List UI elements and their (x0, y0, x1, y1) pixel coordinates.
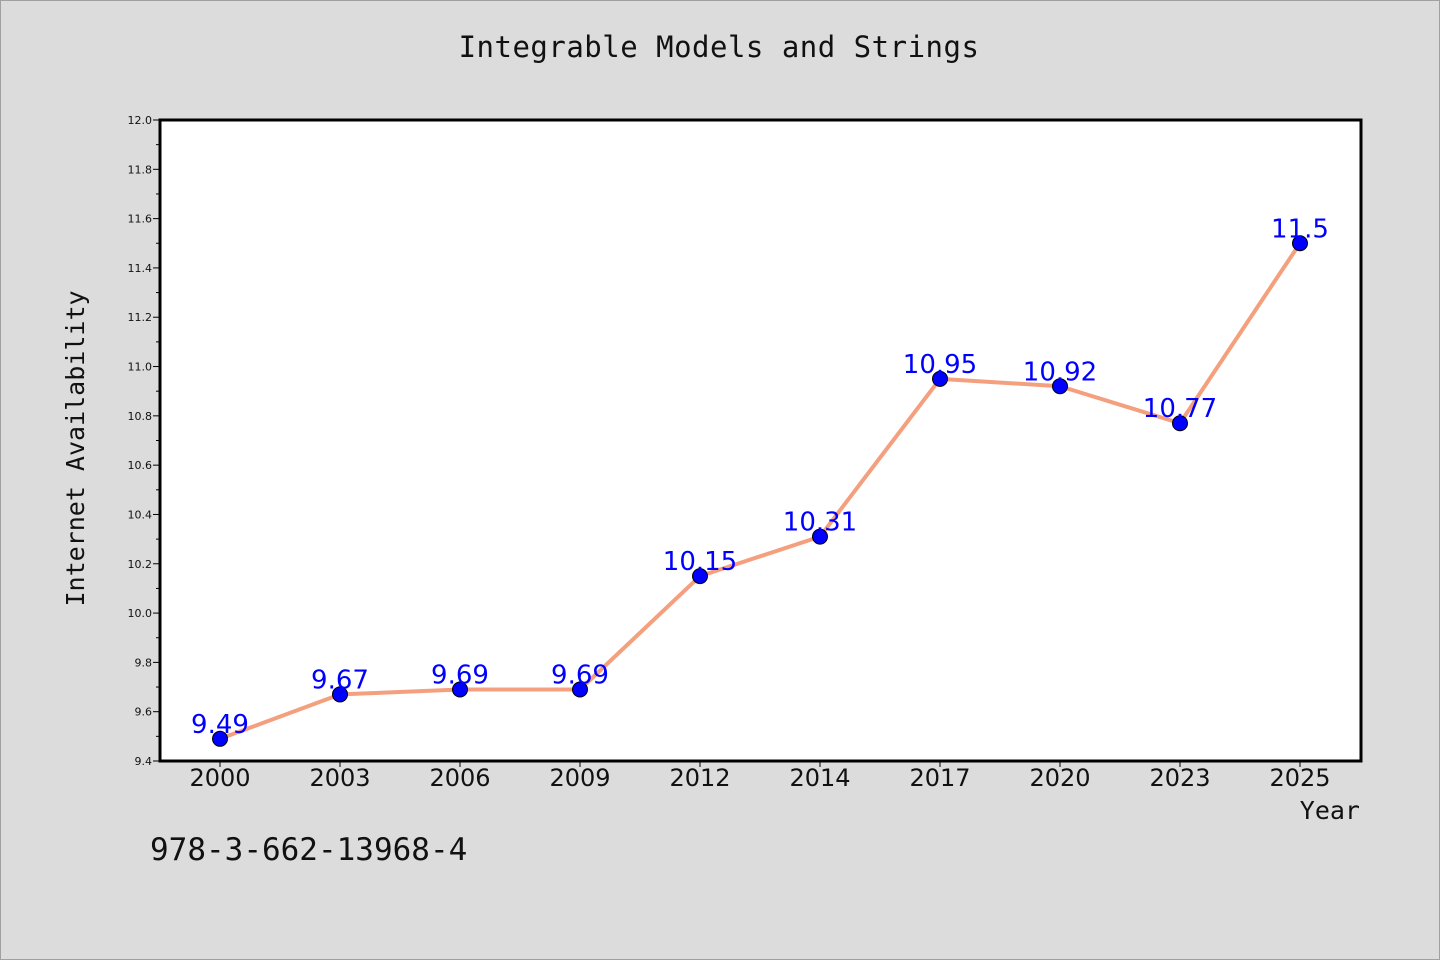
x-axis-label: Year (1300, 796, 1360, 825)
data-label: 10.92 (1023, 357, 1097, 387)
plot-area (160, 120, 1361, 761)
data-point (812, 528, 828, 545)
data-point (932, 370, 948, 387)
data-label: 9.69 (551, 661, 609, 691)
x-tick-label: 2000 (189, 764, 250, 792)
y-tick-label: 10.4 (128, 508, 153, 521)
y-tick-label: 11.8 (128, 163, 153, 176)
y-tick-label: 12.0 (128, 114, 153, 127)
plot-frame (158, 118, 1363, 763)
y-tick-label: 11.4 (128, 262, 153, 275)
y-axis: 9.4 9.6 9.8 10.0 10.2 10.4 10.6 10.8 11.0 11.2 11.… (128, 114, 160, 768)
y-tick-label: 10.8 (128, 410, 153, 423)
y-tick-label: 11.0 (128, 361, 153, 374)
y-tick-label: 11.6 (128, 213, 153, 226)
y-tick-label: 9.4 (135, 755, 153, 768)
data-label: 9.67 (311, 665, 369, 695)
data-label: 10.31 (783, 508, 857, 538)
y-tick-label: 10.0 (128, 607, 153, 620)
y-tick-label: 9.8 (135, 656, 153, 669)
x-tick-label: 2009 (549, 764, 610, 792)
data-point (212, 730, 228, 747)
y-tick-label: 10.2 (128, 558, 153, 571)
data-label: 9.69 (431, 661, 489, 691)
x-tick-label: 2023 (1149, 764, 1210, 792)
x-tick-label: 2014 (789, 764, 850, 792)
data-point (1052, 378, 1068, 395)
x-tick-label: 2003 (309, 764, 370, 792)
x-tick-label: 2017 (909, 764, 970, 792)
x-tick-label: 2025 (1269, 764, 1330, 792)
x-tick-label: 2020 (1029, 764, 1090, 792)
chart-title: Integrable Models and Strings (458, 30, 980, 64)
data-point (452, 681, 468, 698)
data-point (572, 681, 588, 698)
data-point (332, 686, 348, 703)
series-line (219, 242, 1302, 741)
y-tick-label: 10.6 (128, 459, 153, 472)
data-label: 10.15 (663, 547, 737, 577)
x-tick-label: 2012 (669, 764, 730, 792)
data-label: 10.77 (1143, 394, 1217, 424)
series-group: 9.49 9.67 9.69 9.69 10.15 10.31 10.95 10.92 10.7… (191, 214, 1329, 747)
x-tick-label: 2006 (429, 764, 490, 792)
y-tick-label: 9.6 (135, 706, 153, 719)
y-axis-label: Internet Availability (61, 290, 90, 606)
data-point (1172, 415, 1188, 432)
data-label: 10.95 (903, 350, 977, 380)
data-label: 11.5 (1271, 214, 1329, 244)
x-axis: 2000 2003 2006 2009 2012 2014 2017 2020 2023 2025 (189, 761, 1331, 792)
isbn-text: 978-3-662-13968-4 (150, 832, 468, 868)
data-label: 9.49 (191, 710, 249, 740)
y-tick-label: 11.2 (128, 311, 153, 324)
data-point (692, 568, 708, 585)
data-point (1292, 235, 1308, 252)
